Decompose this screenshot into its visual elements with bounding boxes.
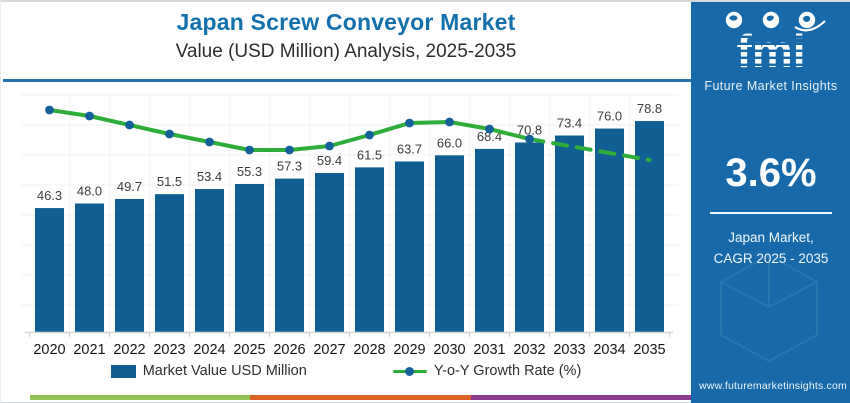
chart-legend: Market Value USD Million Y-o-Y Growth Ra… <box>1 363 691 379</box>
bar-value-label-2027: 59.4 <box>317 153 342 168</box>
growth-marker-2023 <box>165 129 174 139</box>
bar-value-label-2026: 57.3 <box>277 159 302 174</box>
legend-item-market-value: Market Value USD Million <box>110 363 307 379</box>
fmi-logo: fmi Future Market Insights <box>691 10 850 93</box>
cagr-divider <box>710 212 832 214</box>
bar-value-label-2029: 63.7 <box>397 141 422 156</box>
watermark-icon <box>720 253 818 363</box>
growth-marker-2024 <box>205 137 214 147</box>
bar-value-label-2025: 55.3 <box>237 164 262 179</box>
bar-2023 <box>155 194 184 332</box>
growth-marker-2030 <box>445 117 454 127</box>
bar-2034 <box>595 128 624 332</box>
footer-strip-segment <box>250 395 471 400</box>
growth-line-dashed <box>527 137 652 162</box>
growth-marker-2032 <box>525 134 534 144</box>
bar-value-label-2021: 48.0 <box>77 184 102 199</box>
legend-item-growth-rate: Y-o-Y Growth Rate (%) <box>392 363 582 379</box>
x-tick-label-2026: 2026 <box>273 342 305 358</box>
bar-value-label-2024: 53.4 <box>197 169 222 184</box>
growth-marker-2027 <box>325 141 334 151</box>
bar-value-label-2020: 46.3 <box>37 188 62 203</box>
x-tick-label-2021: 2021 <box>73 342 105 358</box>
bar-2021 <box>75 203 104 332</box>
growth-marker-2020 <box>45 105 54 115</box>
legend-label-growth-rate: Y-o-Y Growth Rate (%) <box>433 363 582 379</box>
growth-marker-2025 <box>245 145 254 155</box>
x-tick-label-2029: 2029 <box>393 342 425 358</box>
x-tick-label-2022: 2022 <box>113 342 145 358</box>
bar-2027 <box>315 172 344 332</box>
legend-label-market-value: Market Value USD Million <box>142 363 307 379</box>
cagr-value: 3.6% <box>725 151 817 195</box>
fmi-logo-icon: fmi <box>725 11 826 77</box>
bar-2026 <box>275 178 304 332</box>
bar-value-label-2028: 61.5 <box>357 147 382 162</box>
x-tick-label-2034: 2034 <box>593 342 625 358</box>
x-tick-label-2035: 2035 <box>633 342 665 358</box>
x-tick-label-2031: 2031 <box>473 342 505 358</box>
chart-header: Japan Screw Conveyor Market Value (USD M… <box>1 9 691 63</box>
cagr-label-line1: Japan Market, <box>728 230 814 245</box>
line-dot-swatch-icon <box>392 366 427 376</box>
fmi-logo-text: fmi <box>737 25 806 76</box>
bar-2028 <box>355 167 384 332</box>
x-tick-label-2023: 2023 <box>153 342 185 358</box>
market-value-chart: 46.3 48.0 49.7 51.5 53.4 55.3 57.3 59.4 61.5 63.7… <box>21 90 679 358</box>
bar-2024 <box>195 189 224 332</box>
bar-value-label-2035: 78.8 <box>637 101 662 116</box>
bar-2035 <box>635 121 664 332</box>
x-tick-label-2027: 2027 <box>313 342 345 358</box>
footer-color-strip <box>30 395 691 400</box>
growth-marker-2028 <box>365 130 374 140</box>
cagr-label: Japan Market, CAGR 2025 - 2035 <box>691 228 850 270</box>
brand-side-panel: fmi Future Market Insights 3.6% Japan Ma… <box>691 2 850 403</box>
bar-2025 <box>235 183 264 332</box>
growth-marker-2021 <box>85 111 94 121</box>
bar-value-label-2034: 76.0 <box>597 109 622 124</box>
x-tick-label-2020: 2020 <box>33 342 65 358</box>
bar-2022 <box>115 198 144 332</box>
bar-value-label-2022: 49.7 <box>117 179 142 194</box>
x-tick-label-2024: 2024 <box>193 342 225 358</box>
x-tick-label-2028: 2028 <box>353 342 385 358</box>
bar-2020 <box>35 208 64 332</box>
x-tick-label-2032: 2032 <box>513 342 545 358</box>
bar-2032 <box>515 142 544 332</box>
x-tick-label-2033: 2033 <box>553 342 585 358</box>
page-title: Japan Screw Conveyor Market <box>176 9 516 35</box>
bar-value-label-2032: 70.8 <box>517 122 542 137</box>
footer-strip-segment <box>30 395 251 400</box>
cagr-label-line2: CAGR 2025 - 2035 <box>713 250 829 266</box>
bar-swatch-icon <box>110 364 136 378</box>
page-subtitle: Value (USD Million) Analysis, 2025-2035 <box>175 41 517 62</box>
header-divider <box>3 79 691 82</box>
footer-strip-segment <box>470 395 691 400</box>
bar-2031 <box>475 148 504 332</box>
growth-marker-2026 <box>285 145 294 155</box>
cagr-block: 3.6% Japan Market, CAGR 2025 - 2035 <box>691 151 850 270</box>
bar-2030 <box>435 155 464 332</box>
x-tick-label-2025: 2025 <box>233 342 265 358</box>
website-link[interactable]: www.futuremarketinsights.com <box>699 380 847 392</box>
growth-marker-2029 <box>405 118 414 128</box>
bar-value-label-2023: 51.5 <box>157 174 182 189</box>
bar-value-label-2030: 66.0 <box>437 135 462 150</box>
brand-name: Future Market Insights <box>704 79 838 93</box>
x-tick-label-2030: 2030 <box>433 342 465 358</box>
bar-2029 <box>395 161 424 332</box>
growth-marker-2022 <box>125 120 134 130</box>
bar-value-label-2033: 73.4 <box>557 116 582 131</box>
bar-2033 <box>555 135 584 332</box>
growth-marker-2031 <box>485 124 494 134</box>
